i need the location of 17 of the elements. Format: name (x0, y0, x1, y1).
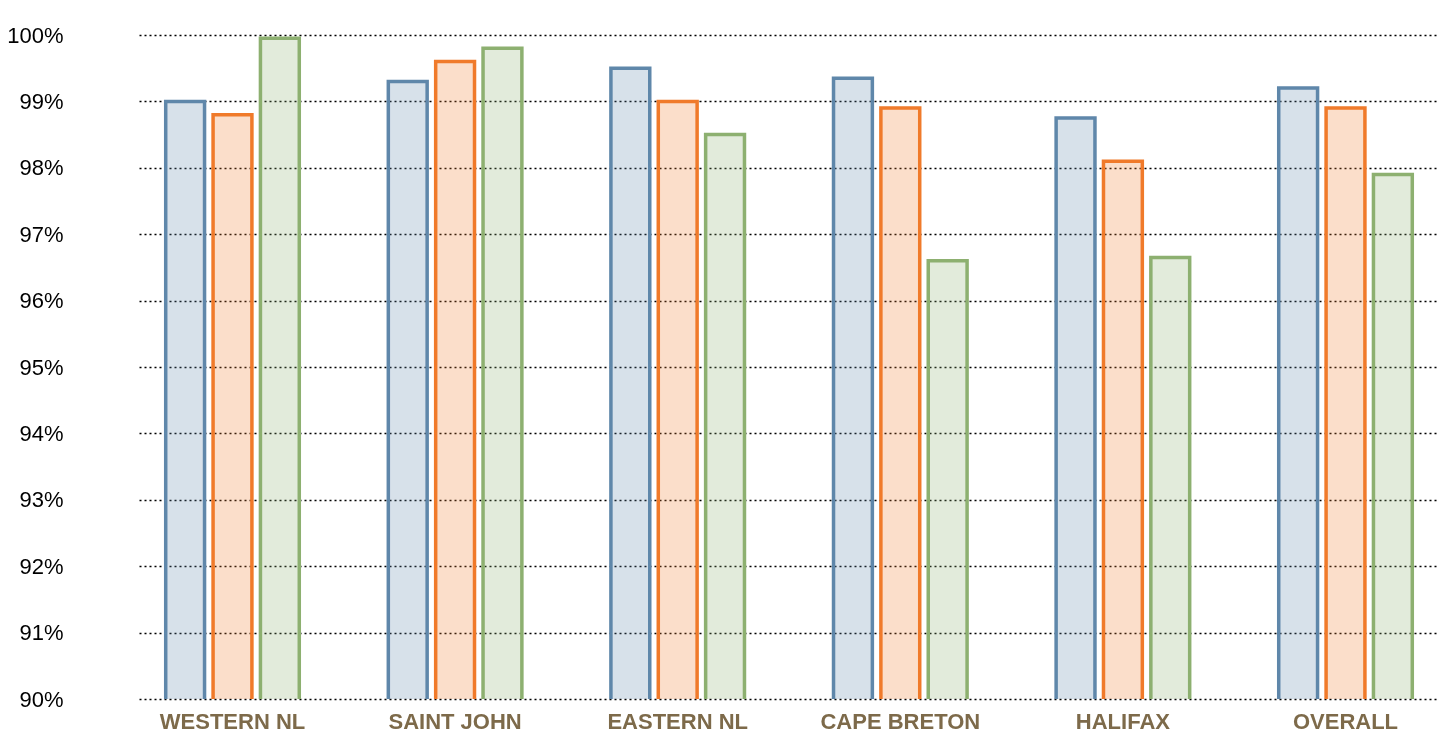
y-tick-label: 92% (19, 553, 64, 579)
y-tick-label: 100% (7, 22, 64, 48)
y-tick-label: 99% (19, 88, 64, 114)
x-tick-label: HALIFAX (1075, 708, 1171, 734)
x-tick-label: WESTERN NL (159, 708, 306, 734)
x-tick-label: SAINT JOHN (388, 708, 522, 734)
y-tick-label: 98% (19, 155, 64, 181)
x-tick-label: OVERALL (1292, 708, 1399, 734)
y-tick-label: 96% (19, 288, 64, 314)
y-tick-label: 90% (19, 686, 64, 712)
y-tick-label: 95% (19, 354, 64, 380)
y-tick-label: 97% (19, 221, 64, 247)
y-tick-label: 94% (19, 420, 64, 446)
y-tick-label: 91% (19, 620, 64, 646)
y-tick-label: 93% (19, 487, 64, 513)
x-tick-label: CAPE BRETON (820, 708, 981, 734)
x-tick-label: EASTERN NL (607, 708, 748, 734)
